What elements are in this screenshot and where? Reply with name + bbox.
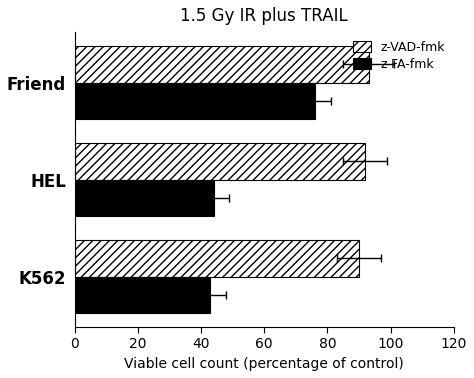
X-axis label: Viable cell count (percentage of control): Viable cell count (percentage of control… bbox=[124, 357, 404, 371]
Bar bbox=[74, 240, 359, 277]
Bar bbox=[74, 180, 214, 217]
Bar bbox=[74, 82, 315, 119]
Bar bbox=[74, 46, 368, 82]
Bar bbox=[74, 143, 365, 180]
Legend: z-VAD-fmk, z-FA-fmk: z-VAD-fmk, z-FA-fmk bbox=[351, 38, 447, 73]
Title: 1.5 Gy IR plus TRAIL: 1.5 Gy IR plus TRAIL bbox=[180, 7, 348, 25]
Bar bbox=[74, 277, 210, 313]
